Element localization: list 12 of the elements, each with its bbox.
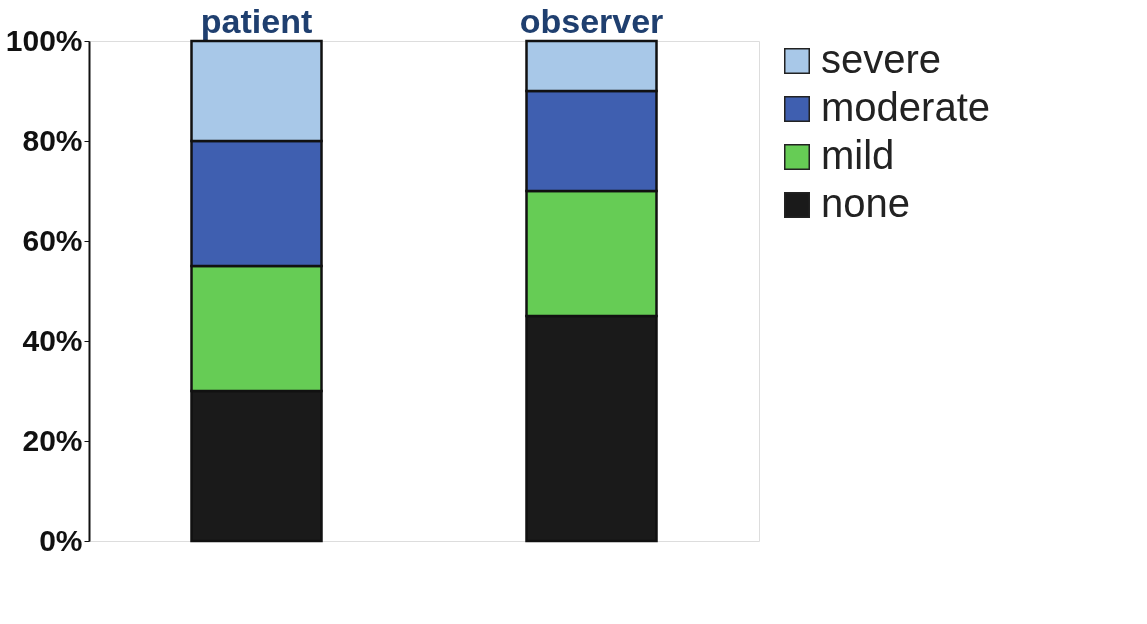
y-tick-label: 0% [39, 523, 83, 557]
legend-label: mild [821, 133, 895, 177]
y-tick-label: 40% [22, 323, 83, 357]
y-tick-label: 60% [22, 223, 83, 257]
legend-label: moderate [821, 85, 990, 129]
y-tick-label: 100% [5, 23, 83, 57]
y-tick-label: 20% [22, 423, 83, 457]
legend-label: severe [821, 37, 942, 81]
legend-label: none [821, 181, 910, 225]
x-tick-label: observer [519, 1, 664, 40]
x-tick-label: patient [200, 1, 313, 40]
y-tick-label: 80% [22, 123, 83, 157]
